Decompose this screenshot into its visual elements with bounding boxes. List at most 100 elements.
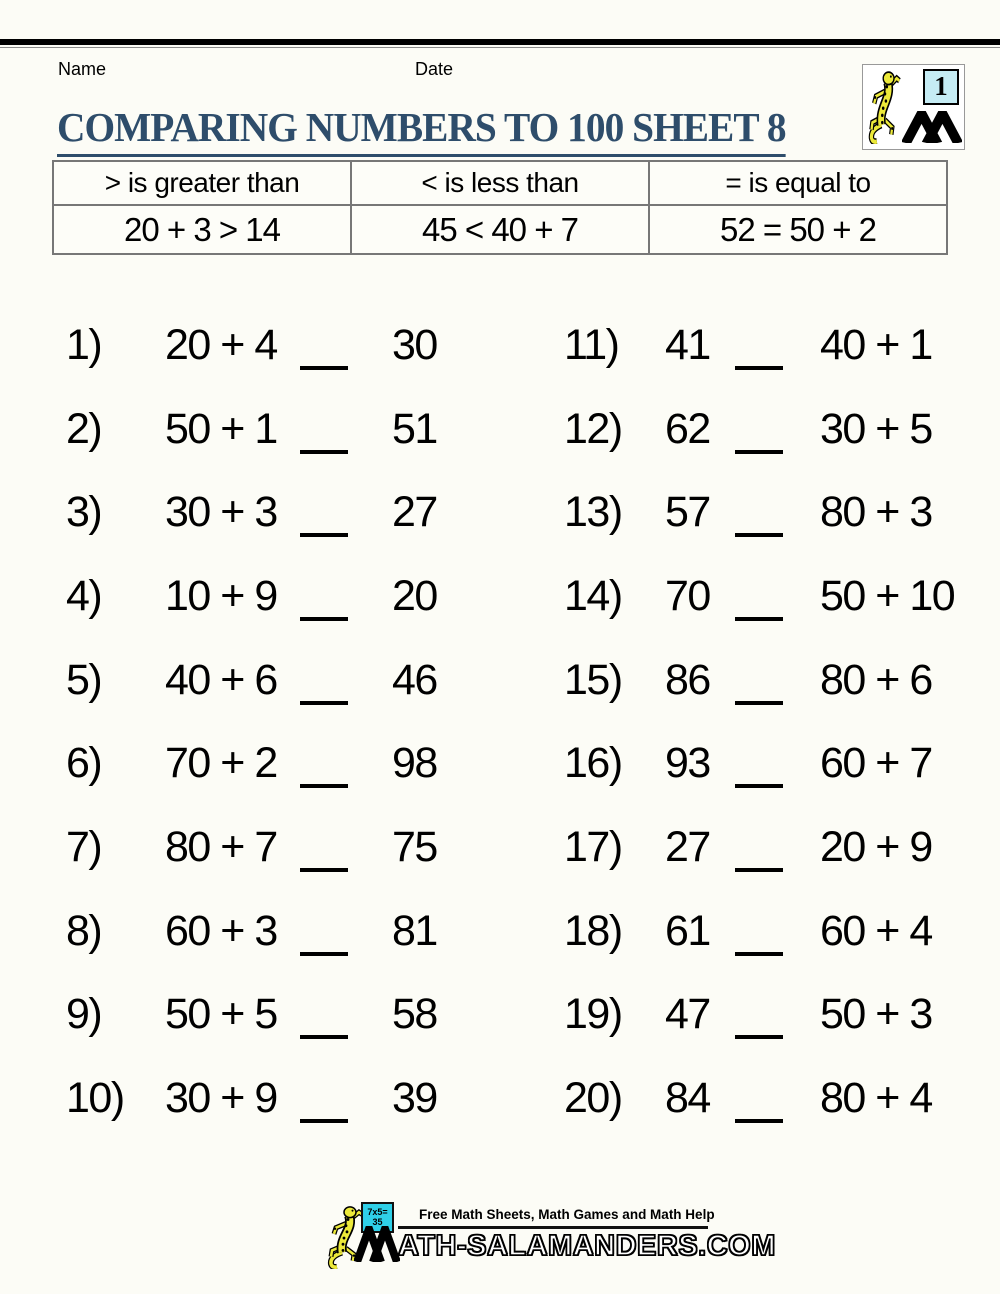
problem-row-13: 13) 57 80 + 3: [0, 470, 1000, 554]
problem-left-value: 61: [665, 907, 711, 955]
problem-right-value: 27: [392, 488, 438, 536]
problem-number: 7): [66, 823, 103, 871]
problem-number: 14): [564, 572, 623, 620]
answer-blank: [735, 952, 783, 956]
date-label: Date: [415, 59, 454, 79]
answer-blank: [300, 868, 348, 872]
answer-blank: [300, 701, 348, 705]
key-header-row: > is greater than < is less than = is eq…: [52, 160, 948, 206]
problem-number: 9): [66, 990, 103, 1038]
brand-wordmark: ATH-SALAMANDERS.COM: [397, 1229, 776, 1263]
answer-blank: [735, 701, 783, 705]
problem-row-7: 7) 80 + 7 75: [0, 805, 1000, 889]
key-greater-than: > is greater than: [52, 160, 352, 206]
problem-row-4: 4) 10 + 9 20: [0, 554, 1000, 638]
problem-right-value: 50 + 10: [820, 572, 956, 620]
key-less-than: < is less than: [350, 160, 650, 206]
problem-right-value: 80 + 6: [820, 656, 933, 704]
problem-number: 2): [66, 405, 103, 453]
page-title: COMPARING NUMBERS TO 100 SHEET 8: [57, 103, 787, 157]
problem-row-9: 9) 50 + 5 58: [0, 972, 1000, 1056]
example-less: 45 < 40 + 7: [350, 204, 650, 255]
answer-blank: [300, 617, 348, 621]
answer-blank: [300, 1035, 348, 1039]
answer-blank: [735, 868, 783, 872]
grade-number-badge: 1: [923, 69, 959, 105]
problem-left-value: 93: [665, 739, 711, 787]
problem-number: 12): [564, 405, 623, 453]
problem-row-16: 16) 93 60 + 7: [0, 721, 1000, 805]
problem-row-20: 20) 84 80 + 4: [0, 1056, 1000, 1140]
answer-blank: [300, 533, 348, 537]
comparison-key-table: > is greater than < is less than = is eq…: [52, 160, 948, 255]
problem-number: 17): [564, 823, 623, 871]
example-greater: 20 + 3 > 14: [52, 204, 352, 255]
answer-blank: [735, 1119, 783, 1123]
problem-left-value: 62: [665, 405, 711, 453]
problem-row-1: 1) 20 + 4 30: [0, 303, 1000, 387]
problem-left-value: 60 + 3: [165, 907, 278, 955]
problem-right-value: 75: [392, 823, 438, 871]
footer-divider: [398, 1226, 708, 1229]
problem-left-value: 27: [665, 823, 711, 871]
key-equal-to: = is equal to: [648, 160, 948, 206]
problem-row-2: 2) 50 + 1 51: [0, 387, 1000, 471]
problem-right-value: 20 + 9: [820, 823, 933, 871]
top-rule: [0, 39, 1000, 45]
problem-right-value: 30: [392, 321, 438, 369]
problem-left-value: 41: [665, 321, 711, 369]
problem-number: 18): [564, 907, 623, 955]
problem-row-10: 10) 30 + 9 39: [0, 1056, 1000, 1140]
logo-m-icon: [902, 111, 962, 143]
problem-row-6: 6) 70 + 2 98: [0, 721, 1000, 805]
problem-right-value: 98: [392, 739, 438, 787]
problem-row-15: 15) 86 80 + 6: [0, 638, 1000, 722]
problem-number: 16): [564, 739, 623, 787]
problem-row-18: 18) 61 60 + 4: [0, 889, 1000, 973]
answer-blank: [735, 617, 783, 621]
key-example-row: 20 + 3 > 14 45 < 40 + 7 52 = 50 + 2: [52, 204, 948, 255]
problem-number: 11): [564, 321, 620, 369]
problem-number: 8): [66, 907, 103, 955]
problem-row-14: 14) 70 50 + 10: [0, 554, 1000, 638]
grade-logo: 1: [862, 64, 965, 150]
problem-number: 5): [66, 656, 103, 704]
problem-right-value: 20: [392, 572, 438, 620]
salamander-icon: [868, 71, 901, 144]
problem-number: 13): [564, 488, 623, 536]
problem-row-19: 19) 47 50 + 3: [0, 972, 1000, 1056]
problem-number: 20): [564, 1074, 623, 1122]
problem-left-value: 84: [665, 1074, 711, 1122]
answer-blank: [300, 366, 348, 370]
problem-number: 10): [66, 1074, 125, 1122]
answer-blank: [735, 450, 783, 454]
problem-right-value: 60 + 7: [820, 739, 933, 787]
board-equation: 7x5=: [367, 1207, 388, 1217]
problem-left-value: 70 + 2: [165, 739, 278, 787]
top-rule-shadow: [0, 47, 1000, 48]
problem-right-value: 58: [392, 990, 438, 1038]
problem-left-value: 57: [665, 488, 711, 536]
problem-number: 1): [66, 321, 103, 369]
problem-right-value: 46: [392, 656, 438, 704]
problem-number: 4): [66, 572, 103, 620]
problem-left-value: 40 + 6: [165, 656, 278, 704]
problem-left-value: 47: [665, 990, 711, 1038]
answer-blank: [300, 952, 348, 956]
problem-left-value: 50 + 1: [165, 405, 278, 453]
footer-tagline: Free Math Sheets, Math Games and Math He…: [419, 1207, 715, 1222]
problem-right-value: 80 + 4: [820, 1074, 933, 1122]
answer-blank: [735, 366, 783, 370]
problem-row-5: 5) 40 + 6 46: [0, 638, 1000, 722]
problem-right-value: 80 + 3: [820, 488, 933, 536]
name-label: Name: [58, 59, 107, 79]
problem-left-value: 80 + 7: [165, 823, 278, 871]
salamander-icon: [327, 1206, 364, 1269]
answer-blank: [735, 533, 783, 537]
answer-blank: [300, 450, 348, 454]
problem-left-value: 86: [665, 656, 711, 704]
problem-left-value: 20 + 4: [165, 321, 278, 369]
brand-m-icon: [354, 1226, 400, 1262]
board-answer: 35: [372, 1217, 383, 1227]
problem-right-value: 51: [392, 405, 438, 453]
